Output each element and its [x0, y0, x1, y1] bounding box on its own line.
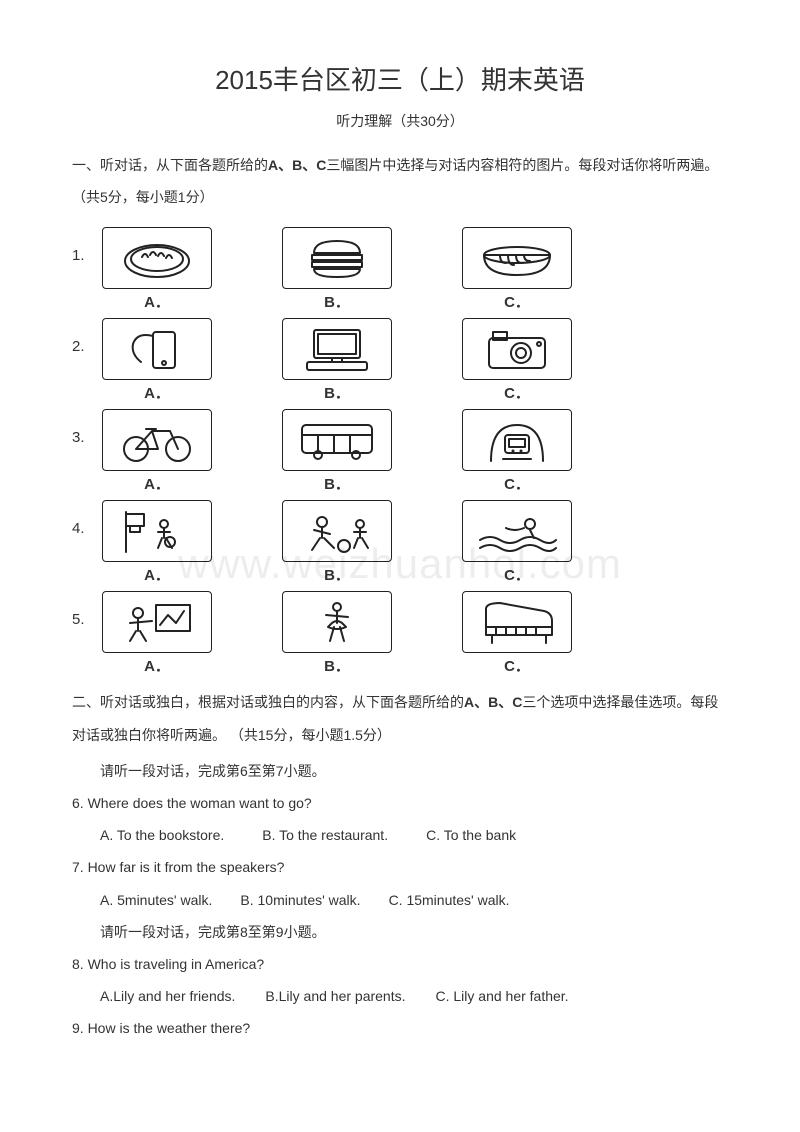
picture-label: C． [504, 382, 530, 403]
picture-cell: C． [462, 591, 572, 676]
sub-instruction-2: 请听一段对话，完成第8至第9小题。 [72, 916, 728, 948]
picture-label: C． [504, 655, 530, 676]
picture-row: A． B． C． [98, 409, 728, 494]
picture-cell: B． [282, 591, 392, 676]
sub-instruction-1: 请听一段对话，完成第6至第7小题。 [72, 755, 728, 787]
question-number: 5. [72, 591, 98, 628]
section2-bold: A、B、C [464, 694, 522, 710]
option-7c: C. 15minutes' walk. [389, 884, 510, 916]
picture-label: A． [144, 655, 170, 676]
picture-label: A． [144, 473, 170, 494]
subway-icon [462, 409, 572, 471]
picture-row: A． B． C． [98, 591, 728, 676]
picture-row: A． B． C． [98, 318, 728, 403]
instruction-bold: A、B、C [268, 157, 326, 173]
page-title: 2015丰台区初三（上）期末英语 [72, 60, 728, 97]
picture-section: 1. A． B． C． 2. A． B． C． 3. A． B． C． 4. A． B． C． 5. A． B． C． [72, 227, 728, 676]
burger-icon [282, 227, 392, 289]
football-icon [282, 500, 392, 562]
page-subtitle: 听力理解（共30分） [72, 111, 728, 131]
options-7: A. 5minutes' walk. B. 10minutes' walk. C… [72, 884, 728, 916]
picture-cell: A． [102, 318, 212, 403]
picture-label: B． [324, 564, 350, 585]
noodles-icon [462, 227, 572, 289]
picture-cell: C． [462, 318, 572, 403]
options-8: A.Lily and her friends. B.Lily and her p… [72, 980, 728, 1012]
picture-cell: A． [102, 227, 212, 312]
section2-pre: 二、听对话或独白，根据对话或独白的内容，从下面各题所给的 [72, 694, 464, 710]
picture-label: C． [504, 564, 530, 585]
picture-cell: C． [462, 409, 572, 494]
option-8b: B.Lily and her parents. [265, 980, 405, 1012]
dumplings-icon [102, 227, 212, 289]
picture-question: 3. A． B． C． [72, 409, 728, 494]
picture-label: A． [144, 382, 170, 403]
option-8c: C. Lily and her father. [436, 980, 569, 1012]
swimming-icon [462, 500, 572, 562]
picture-question: 4. A． B． C． [72, 500, 728, 585]
picture-cell: B． [282, 500, 392, 585]
picture-question: 5. A． B． C． [72, 591, 728, 676]
picture-cell: C． [462, 500, 572, 585]
question-number: 4. [72, 500, 98, 537]
bicycle-icon [102, 409, 212, 471]
option-8a: A.Lily and her friends. [100, 980, 235, 1012]
instruction-pre: 一、听对话，从下面各题所给的 [72, 157, 268, 173]
picture-question: 2. A． B． C． [72, 318, 728, 403]
question-number: 3. [72, 409, 98, 446]
picture-cell: B． [282, 227, 392, 312]
painting-icon [102, 591, 212, 653]
picture-cell: A． [102, 500, 212, 585]
picture-cell: A． [102, 409, 212, 494]
picture-label: B． [324, 382, 350, 403]
picture-row: A． B． C． [98, 227, 728, 312]
question-number: 1. [72, 227, 98, 264]
picture-label: B． [324, 655, 350, 676]
camera-icon [462, 318, 572, 380]
question-number: 2. [72, 318, 98, 355]
basketball-icon [102, 500, 212, 562]
picture-label: B． [324, 473, 350, 494]
question-6: 6. Where does the woman want to go? [72, 787, 728, 819]
phone-icon [102, 318, 212, 380]
picture-label: A． [144, 291, 170, 312]
section1-instruction: 一、听对话，从下面各题所给的A、B、C三幅图片中选择与对话内容相符的图片。每段对… [72, 149, 728, 213]
picture-cell: C． [462, 227, 572, 312]
picture-label: A． [144, 564, 170, 585]
question-8: 8. Who is traveling in America? [72, 948, 728, 980]
ballet-icon [282, 591, 392, 653]
bus-icon [282, 409, 392, 471]
computer-icon [282, 318, 392, 380]
picture-cell: B． [282, 318, 392, 403]
picture-label: B． [324, 291, 350, 312]
question-7: 7. How far is it from the speakers? [72, 851, 728, 883]
picture-cell: B． [282, 409, 392, 494]
option-6c: C. To the bank [426, 819, 516, 851]
option-6a: A. To the bookstore. [100, 819, 224, 851]
option-7b: B. 10minutes' walk. [240, 884, 360, 916]
question-9: 9. How is the weather there? [72, 1012, 728, 1044]
picture-row: A． B． C． [98, 500, 728, 585]
section2-instruction: 二、听对话或独白，根据对话或独白的内容，从下面各题所给的A、B、C三个选项中选择… [72, 686, 728, 750]
options-6: A. To the bookstore. B. To the restauran… [72, 819, 728, 851]
option-6b: B. To the restaurant. [262, 819, 388, 851]
picture-label: C． [504, 291, 530, 312]
piano-icon [462, 591, 572, 653]
option-7a: A. 5minutes' walk. [100, 884, 212, 916]
picture-cell: A． [102, 591, 212, 676]
picture-label: C． [504, 473, 530, 494]
picture-question: 1. A． B． C． [72, 227, 728, 312]
